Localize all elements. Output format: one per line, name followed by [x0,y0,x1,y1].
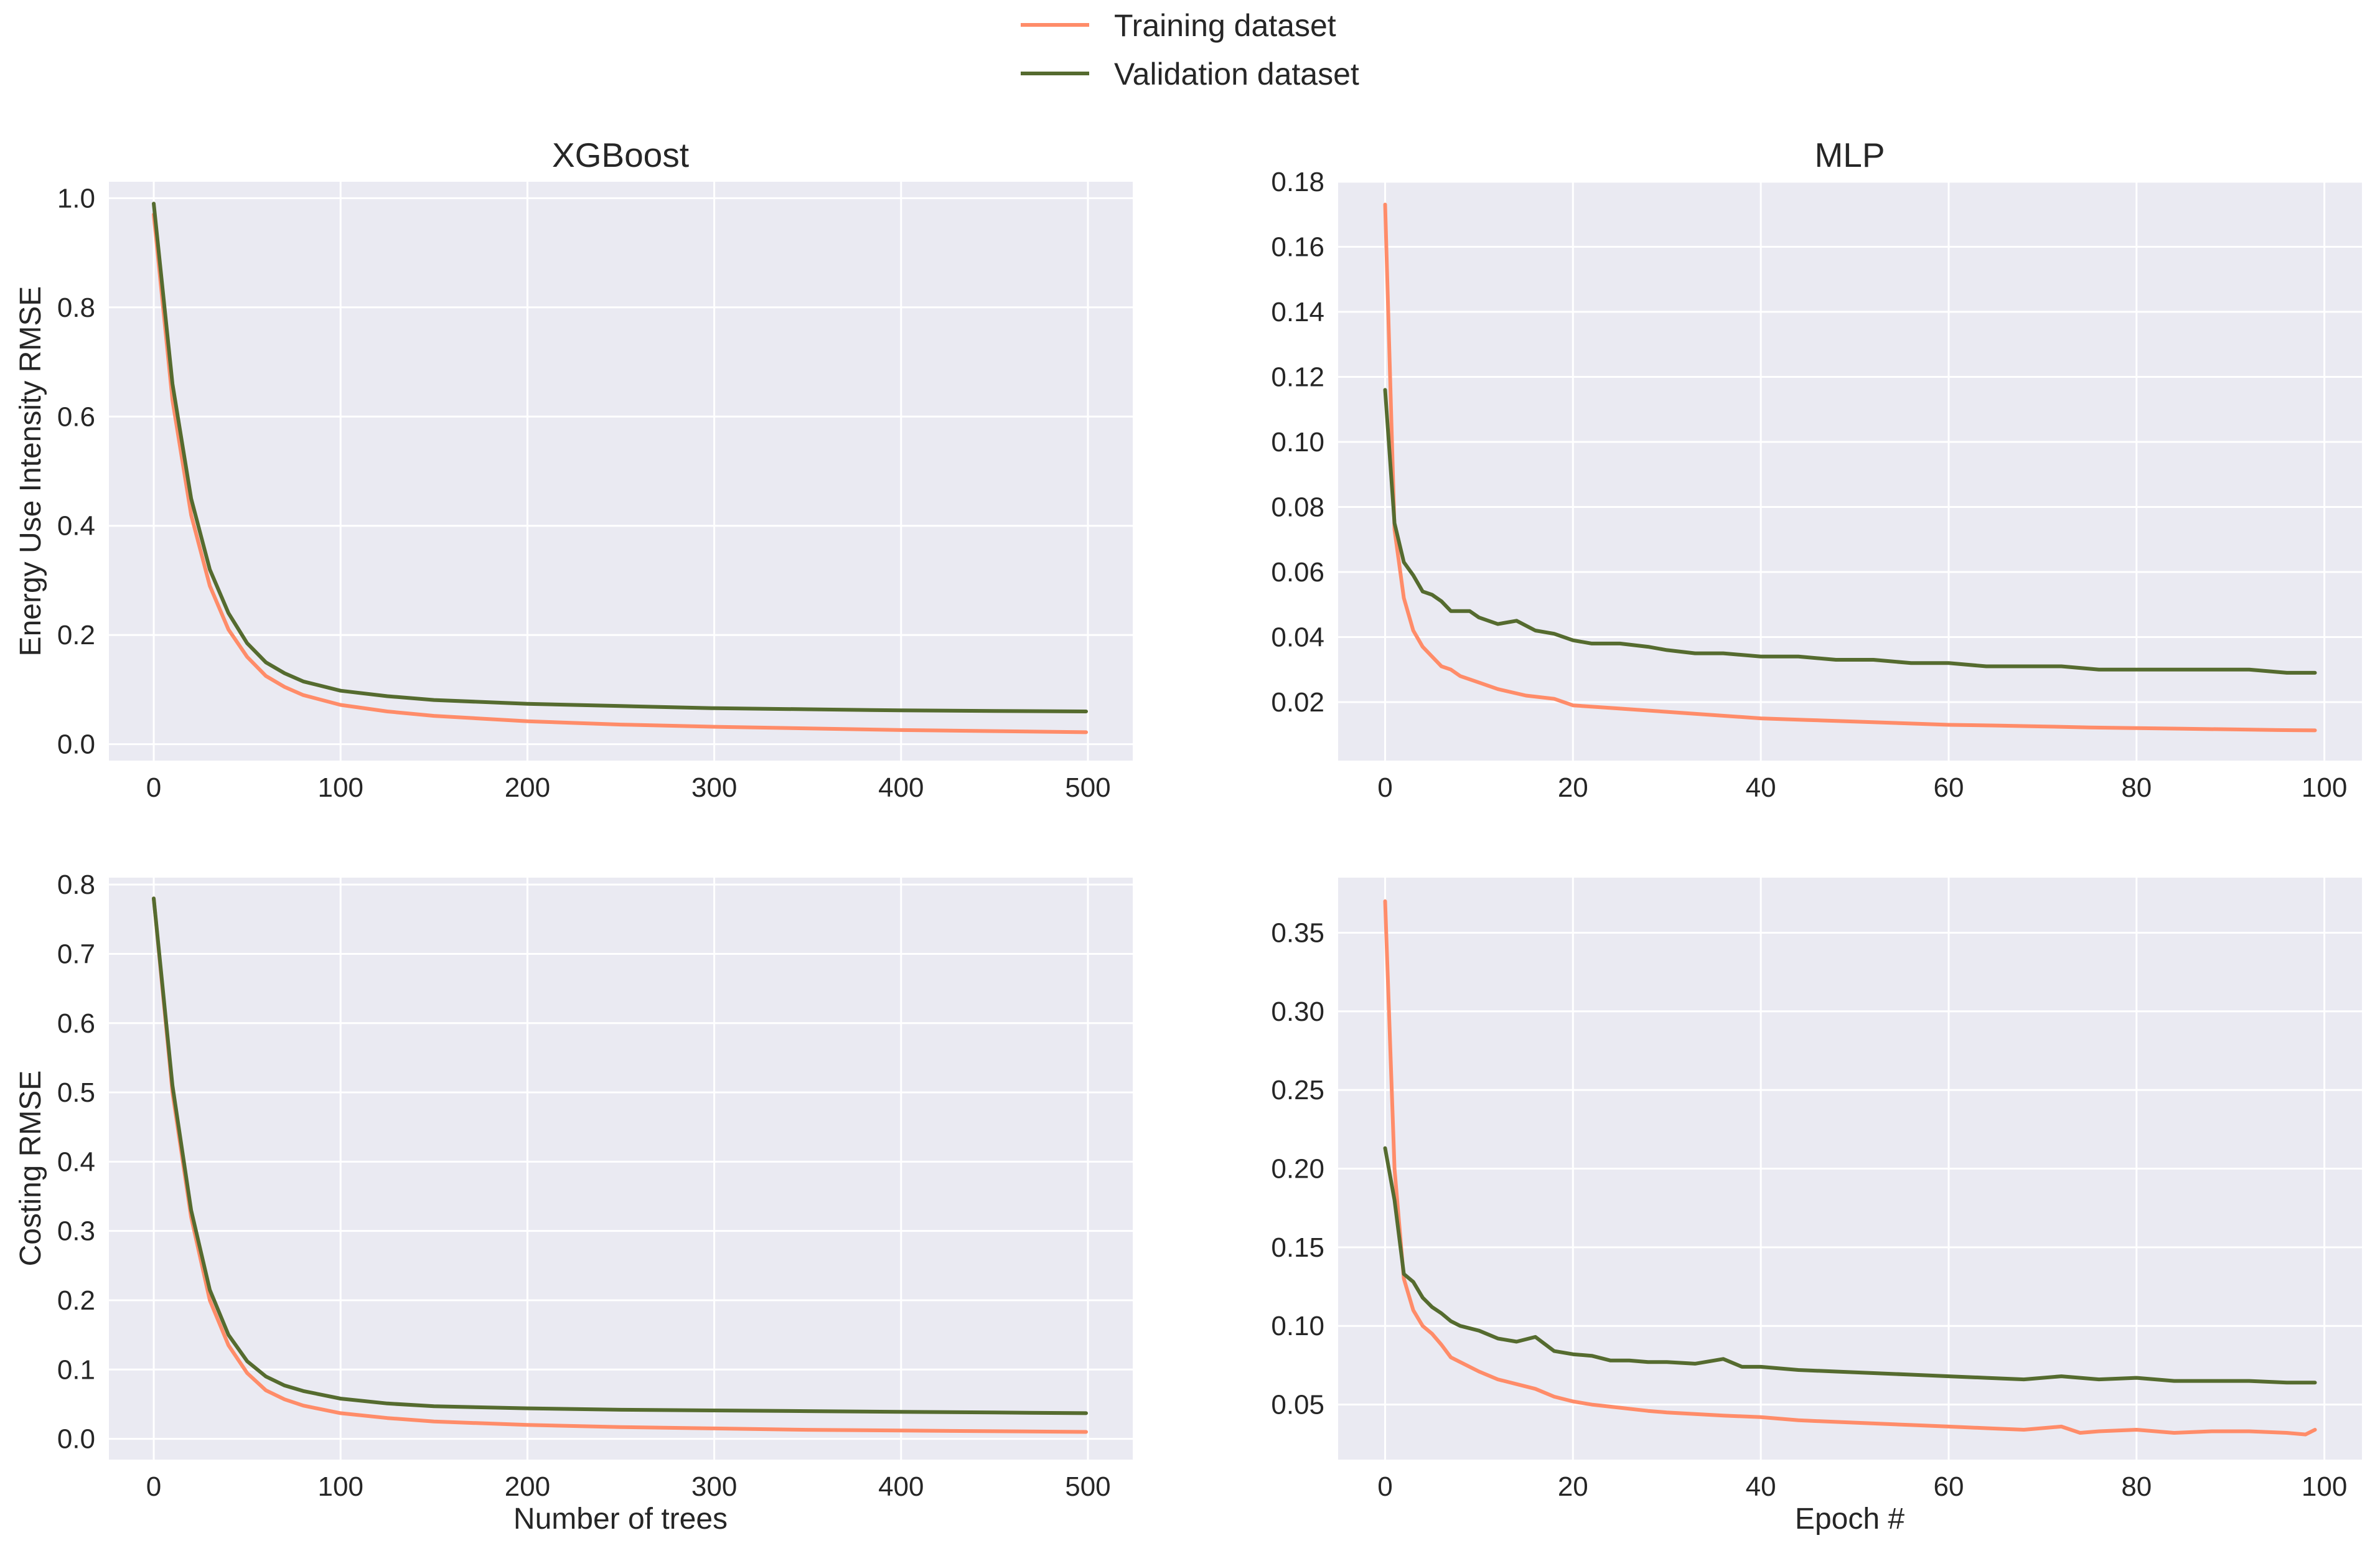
legend-label-validation: Validation dataset [1114,57,1359,91]
y-tick-label: 0.2 [57,620,95,650]
y-tick-label: 0.20 [1271,1154,1324,1184]
panel-mlp-costing: 0 20 40 60 80 100 0.05 0.10 0.15 0.20 0.25 0.30 0.35… [1271,878,2362,1536]
y-tick-label: 0.8 [57,293,95,323]
y-tick-label: 0.05 [1271,1390,1324,1420]
x-tick-label: 0 [1377,772,1392,803]
x-tick-label: 500 [1065,772,1110,803]
series-lines [152,896,1088,1434]
x-tick-label: 100 [318,772,363,803]
y-tick-label: 0.4 [57,511,95,542]
panel-mlp-eui: 0 20 40 60 80 100 0.02 0.04 0.06 0.08 0.10 0.12 0.14… [1271,136,2362,803]
y-tick-label: 0.6 [57,1008,95,1039]
x-tick-label: 300 [691,772,737,803]
grid [109,182,1133,761]
series-lines [1383,899,2317,1437]
series-lines [152,202,1088,734]
grid [109,878,1133,1460]
legend-label-training: Training dataset [1114,8,1336,43]
y-tick-label: 0.16 [1271,232,1324,262]
panel-xgboost-eui: 0 100 200 300 400 500 0.0 0.2 0.4 0.6 0.8 1.0 XGBoo… [14,136,1133,803]
x-axis-label: Epoch # [1795,1503,1904,1536]
x-tick-label: 300 [691,1471,737,1502]
series-line-training-dataset [152,212,1088,734]
x-tick-label: 40 [1746,1471,1776,1502]
y-tick-label: 0.0 [57,1424,95,1455]
series-line-training-dataset [1383,899,2317,1437]
x-tick-label: 200 [505,772,550,803]
plot-area [1338,182,2362,761]
y-tick-label: 0.12 [1271,362,1324,392]
y-axis-label: Energy Use Intensity RMSE [14,286,47,657]
y-tick-label: 0.4 [57,1147,95,1177]
subplot-title: MLP [1814,136,1885,174]
plot-area [109,182,1133,761]
x-tick-label: 100 [2302,772,2347,803]
legend: Training dataset Validation dataset [1021,8,1359,91]
grid [1338,181,2362,761]
tick-labels: 0 20 40 60 80 100 0.05 0.10 0.15 0.20 0.25 0.30 0.35 [1271,917,2347,1502]
x-tick-label: 400 [878,772,924,803]
x-tick-label: 0 [146,1471,161,1502]
subplot-title: XGBoost [552,136,689,174]
y-axis-label: Costing RMSE [14,1071,47,1267]
series-line-training-dataset [1383,202,2317,733]
plot-area [109,878,1133,1460]
y-tick-label: 0.10 [1271,1311,1324,1341]
grid [1338,878,2362,1460]
series-lines [1383,202,2317,733]
y-tick-label: 0.10 [1271,427,1324,457]
y-tick-label: 0.2 [57,1285,95,1316]
series-line-validation-dataset [1383,1146,2317,1385]
y-tick-label: 0.0 [57,729,95,760]
tick-labels: 0 100 200 300 400 500 0.0 0.1 0.2 0.3 0.4 0.5 0.6 0.7… [57,870,1111,1502]
x-tick-label: 400 [878,1471,924,1502]
y-tick-label: 0.06 [1271,557,1324,588]
y-tick-label: 0.3 [57,1216,95,1247]
x-tick-label: 80 [2121,772,2152,803]
tick-labels: 0 100 200 300 400 500 0.0 0.2 0.4 0.6 0.8 1.0 [57,183,1111,803]
y-tick-label: 0.18 [1271,167,1324,197]
x-tick-label: 500 [1065,1471,1110,1502]
y-tick-label: 0.7 [57,939,95,969]
y-tick-label: 0.14 [1271,297,1324,327]
x-tick-label: 100 [318,1471,363,1502]
y-tick-label: 0.02 [1271,687,1324,718]
y-tick-label: 1.0 [57,183,95,213]
x-tick-label: 100 [2302,1471,2347,1502]
x-tick-label: 80 [2121,1471,2152,1502]
x-tick-label: 200 [505,1471,550,1502]
y-tick-label: 0.5 [57,1077,95,1108]
y-tick-label: 0.08 [1271,492,1324,522]
y-tick-label: 0.30 [1271,997,1324,1027]
series-line-validation-dataset [1383,388,2317,675]
x-axis-label: Number of trees [513,1503,728,1536]
y-tick-label: 0.04 [1271,622,1324,652]
x-tick-label: 40 [1746,772,1776,803]
tick-labels: 0 20 40 60 80 100 0.02 0.04 0.06 0.08 0.10 0.12 0.14… [1271,167,2347,803]
y-tick-label: 0.1 [57,1354,95,1385]
series-line-validation-dataset [152,896,1088,1415]
x-tick-label: 20 [1558,1471,1588,1502]
x-tick-label: 0 [1377,1471,1392,1502]
panel-xgboost-costing: 0 100 200 300 400 500 0.0 0.1 0.2 0.3 0.4 0.5 0.6 0.7… [14,870,1133,1536]
y-tick-label: 0.25 [1271,1075,1324,1105]
y-tick-label: 0.35 [1271,917,1324,948]
series-line-validation-dataset [152,202,1088,713]
y-tick-label: 0.15 [1271,1232,1324,1263]
x-tick-label: 60 [1933,772,1964,803]
y-tick-label: 0.6 [57,401,95,432]
x-tick-label: 0 [146,772,161,803]
y-tick-label: 0.8 [57,870,95,900]
series-line-training-dataset [152,896,1088,1434]
x-tick-label: 60 [1933,1471,1964,1502]
x-tick-label: 20 [1558,772,1588,803]
